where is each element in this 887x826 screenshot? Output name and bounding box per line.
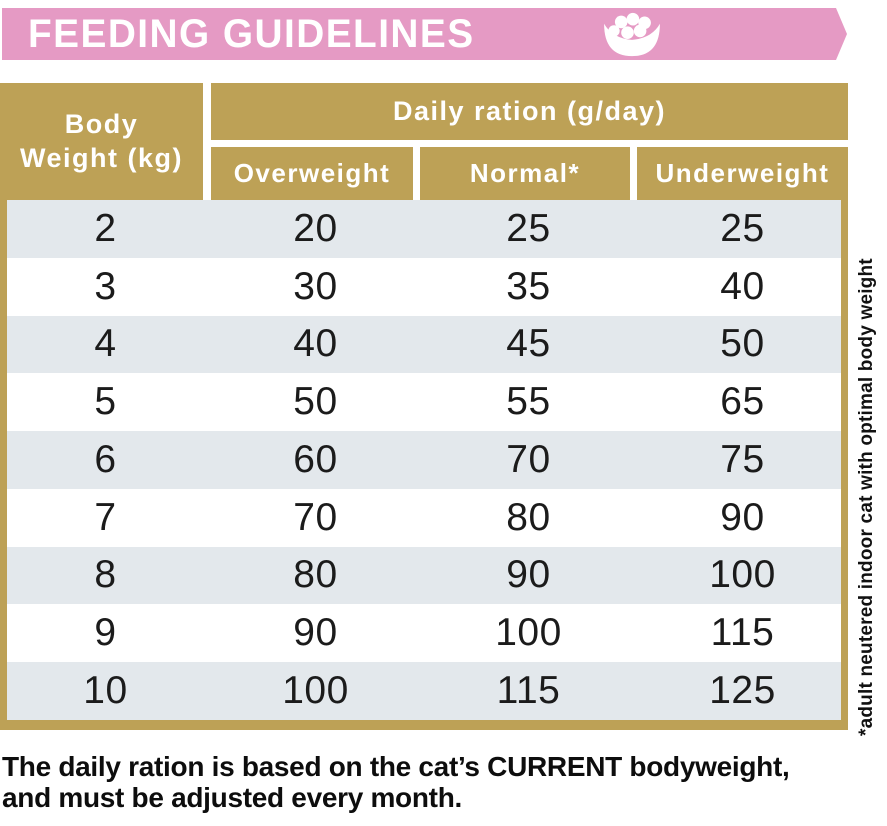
ration-value: 65 — [720, 380, 765, 424]
ration-value: 70 — [506, 437, 551, 481]
table-row: 7 70 80 90 — [0, 488, 848, 547]
ration-value: 20 — [293, 206, 338, 250]
body-weight-value: 4 — [94, 322, 117, 366]
col-header-body-weight: Body Weight (kg) — [0, 83, 203, 200]
body-weight-value: 6 — [94, 437, 117, 481]
ration-value: 40 — [293, 322, 338, 366]
table-border-right — [841, 200, 848, 720]
ration-value: 100 — [282, 669, 349, 712]
table-row: 8 80 90 100 — [0, 546, 848, 605]
side-note: *adult neutered indoor cat with optimal … — [856, 258, 877, 736]
body-weight-value: 9 — [94, 611, 117, 655]
banner-title: FEEDING GUIDELINES — [28, 11, 475, 56]
body-weight-value: 8 — [94, 553, 117, 597]
body-weight-value: 3 — [94, 264, 117, 308]
ration-value: 50 — [293, 380, 338, 424]
table-row: 6 60 70 75 — [0, 431, 848, 489]
table-border-bottom — [0, 720, 848, 730]
body-weight-value: 5 — [94, 380, 117, 424]
ration-value: 80 — [506, 495, 551, 539]
footer-note: The daily ration is based on the cat’s C… — [2, 751, 790, 813]
ration-value: 35 — [506, 264, 551, 308]
ration-value: 115 — [496, 669, 561, 712]
ration-value: 30 — [293, 264, 338, 308]
ration-value: 55 — [506, 380, 551, 424]
table-row: 5 50 55 65 — [0, 373, 848, 432]
ration-value: 90 — [720, 495, 765, 539]
footer-line2: and must be adjusted every month. — [2, 782, 462, 813]
body-weight-label-line1: Body — [64, 108, 139, 139]
body-weight-value: 7 — [94, 495, 117, 539]
kibble-bowl-icon — [600, 12, 664, 57]
body-weight-label-line2: Weight (kg) — [20, 142, 183, 173]
ration-value: 70 — [293, 495, 338, 539]
body-weight-value: 2 — [94, 206, 117, 250]
ration-value: 60 — [293, 437, 338, 481]
ration-value: 90 — [506, 553, 551, 597]
ration-value: 40 — [720, 264, 765, 308]
ration-value: 25 — [720, 206, 765, 250]
col-header-underweight: Underweight — [637, 147, 848, 200]
banner: FEEDING GUIDELINES — [2, 8, 847, 60]
ration-value: 90 — [293, 611, 338, 655]
ration-value: 80 — [293, 553, 338, 597]
ration-value: 115 — [710, 611, 775, 655]
ration-value: 45 — [506, 322, 551, 366]
table-border-left — [0, 200, 7, 720]
ration-value: 100 — [495, 611, 562, 655]
table-row: 9 90 100 115 — [0, 604, 848, 663]
table-header: Body Weight (kg) Daily ration (g/day) Ov… — [0, 83, 848, 200]
table-row: 3 30 35 40 — [0, 257, 848, 316]
table-body: 2 20 25 25 3 30 35 40 4 40 45 50 5 50 55 65 6 60 70 75 7 70 80… — [0, 200, 848, 730]
table-row: 4 40 45 50 — [0, 315, 848, 374]
table-row: 2 20 25 25 — [0, 200, 848, 258]
table-rows: 2 20 25 25 3 30 35 40 4 40 45 50 5 50 55 65 6 60 70 75 7 70 80… — [0, 200, 848, 720]
ration-value: 25 — [506, 206, 551, 250]
col-header-overweight: Overweight — [211, 147, 413, 200]
ration-value: 75 — [720, 437, 765, 481]
ration-value: 100 — [709, 553, 776, 597]
table-row: 10 100 115 125 — [0, 662, 848, 720]
footer-line1: The daily ration is based on the cat’s C… — [2, 751, 790, 782]
col-header-normal: Normal* — [420, 147, 630, 200]
col-header-daily-ration: Daily ration (g/day) — [211, 83, 848, 140]
ration-value: 125 — [709, 669, 776, 712]
ration-value: 50 — [720, 322, 765, 366]
body-weight-value: 10 — [83, 669, 128, 712]
